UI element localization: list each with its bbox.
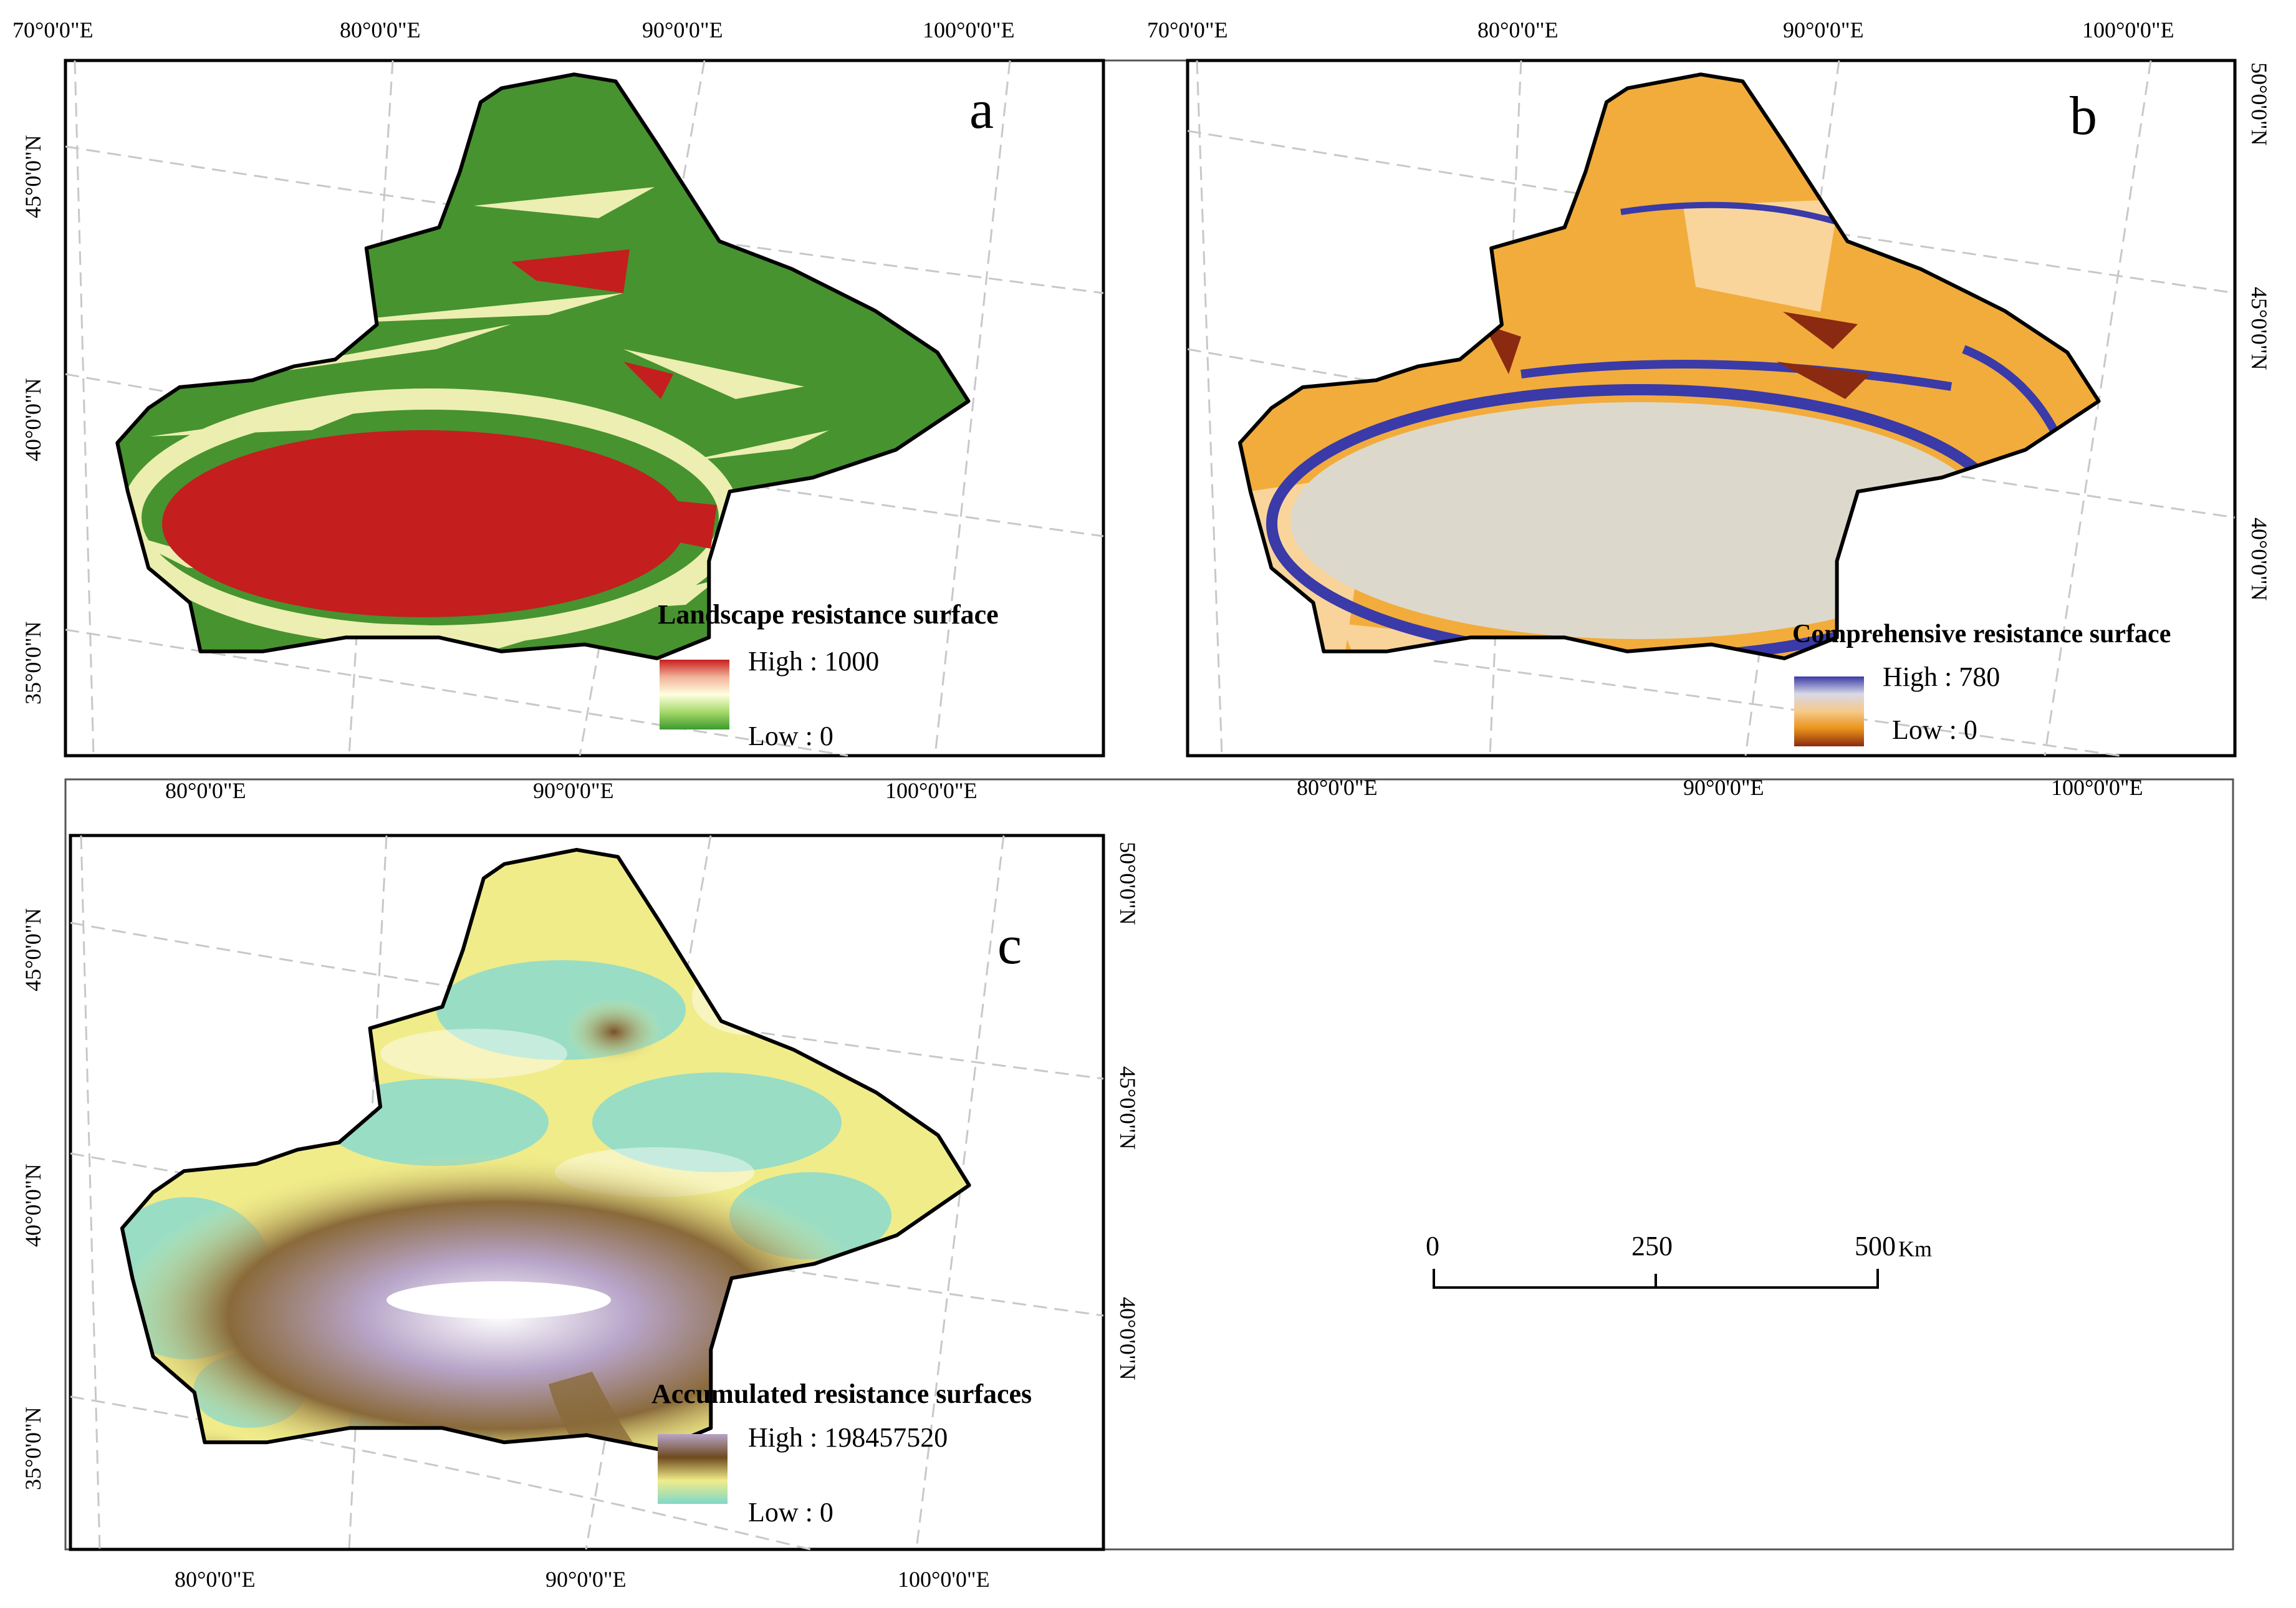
panel-a-top-label: 80°0'0"E [340, 17, 421, 42]
panel-c-legend: Accumulated resistance surfaces High : 1… [651, 1379, 1032, 1528]
panel-b-bottom-labels: 80°0'0"E 90°0'0"E 100°0'0"E [1297, 775, 2143, 800]
panel-b-right-label: 40°0'0"N [2247, 518, 2272, 601]
panel-c-left-label: 45°0'0"N [21, 908, 46, 991]
panel-b-right-label: 50°0'0"N [2247, 62, 2272, 146]
panel-a-bottom-label: 100°0'0"E [885, 778, 977, 803]
panel-b-top-label: 80°0'0"E [1477, 17, 1559, 42]
panel-b-bottom-label: 80°0'0"E [1297, 775, 1378, 800]
panel-c-legend-swatch [658, 1434, 728, 1504]
panel-b-right-label: 45°0'0"N [2247, 287, 2272, 370]
panel-a-left-labels: 45°0'0"N 40°0'0"N 35°0'0"N [21, 135, 46, 705]
scale-bar-unit: Km [1898, 1236, 1932, 1261]
scale-bar-label: 250 [1631, 1231, 1673, 1261]
panel-a-boundary [115, 72, 971, 660]
panel-b-top-label: 100°0'0"E [2082, 17, 2174, 42]
panel-b-legend: Comprehensive resistance surface High : … [1792, 620, 2171, 746]
panel-a: a Landscape resistance surface High : 10… [12, 17, 1105, 803]
panel-b-bottom-label: 90°0'0"E [1683, 775, 1764, 800]
panel-b-legend-low: Low : 0 [1892, 715, 1977, 745]
panel-a-left-label: 35°0'0"N [21, 621, 46, 705]
panel-a-bottom-label: 90°0'0"E [533, 778, 614, 803]
panel-c-legend-title: Accumulated resistance surfaces [651, 1379, 1032, 1409]
panel-a-bottom-labels: 80°0'0"E 90°0'0"E 100°0'0"E [165, 778, 977, 803]
panel-c-left-labels: 45°0'0"N 40°0'0"N 35°0'0"N [21, 908, 46, 1490]
panel-a-legend-title: Landscape resistance surface [658, 599, 999, 630]
figure-border [64, 778, 2234, 1551]
scale-bar-label: 500 [1855, 1231, 1896, 1261]
panel-b-bottom-label: 100°0'0"E [2051, 775, 2143, 800]
panel-a-legend-low: Low : 0 [748, 721, 833, 751]
panel-b: b Comprehensive resistance surface High … [1147, 17, 2272, 800]
panel-b-top-labels: 70°0'0"E 80°0'0"E 90°0'0"E 100°0'0"E [1147, 17, 2174, 42]
scale-bar-label: 0 [1426, 1231, 1439, 1261]
panel-c-right-label: 50°0'0"N [1115, 842, 1140, 925]
panel-a-taklamakan-high [162, 430, 686, 617]
panel-b-right-labels: 50°0'0"N 45°0'0"N 40°0'0"N [2247, 62, 2272, 601]
panel-a-left-label: 40°0'0"N [21, 378, 46, 461]
panel-c-right-label: 45°0'0"N [1115, 1066, 1140, 1150]
panel-a-bottom-label: 80°0'0"E [165, 778, 246, 803]
panel-c-bottom-labels: 80°0'0"E 90°0'0"E 100°0'0"E [175, 1567, 990, 1592]
panel-a-top-labels: 70°0'0"E 80°0'0"E 90°0'0"E 100°0'0"E [12, 17, 1015, 42]
panel-c-legend-high: High : 198457520 [748, 1422, 948, 1453]
panel-a-top-label: 100°0'0"E [923, 17, 1015, 42]
panel-c-boundary [120, 847, 971, 1452]
panel-b-letter: b [2070, 86, 2097, 147]
panel-b-top-label: 70°0'0"E [1147, 17, 1228, 42]
panel-c-right-label: 40°0'0"N [1115, 1297, 1140, 1380]
panel-c-legend-low: Low : 0 [748, 1497, 833, 1528]
panel-c-letter: c [997, 915, 1022, 976]
panel-a-top-label: 70°0'0"E [12, 17, 94, 42]
panel-c-left-label: 40°0'0"N [21, 1163, 46, 1247]
panel-b-legend-high: High : 780 [1883, 662, 2000, 692]
panel-b-basin [1290, 402, 1989, 639]
panel-a-legend-high: High : 1000 [748, 646, 879, 676]
panel-c-bottom-label: 100°0'0"E [898, 1567, 990, 1592]
panel-a-legend-swatch [660, 660, 729, 729]
panel-b-top-label: 90°0'0"E [1783, 17, 1864, 42]
panel-c-bottom-label: 90°0'0"E [545, 1567, 627, 1592]
panel-b-legend-title: Comprehensive resistance surface [1792, 620, 2171, 648]
panel-a-top-label: 90°0'0"E [642, 17, 723, 42]
panel-a-left-label: 45°0'0"N [21, 135, 46, 218]
panel-b-legend-swatch [1794, 676, 1864, 746]
scale-bar: 0 250 500 Km [1426, 1231, 1932, 1289]
panel-c: c Accumulated resistance surfaces High :… [21, 834, 1140, 1592]
panel-c-left-label: 35°0'0"N [21, 1407, 46, 1490]
panel-c-bottom-label: 80°0'0"E [175, 1567, 256, 1592]
panel-a-legend: Landscape resistance surface High : 1000… [658, 599, 999, 751]
panel-a-letter: a [969, 80, 994, 140]
panel-c-right-labels: 50°0'0"N 45°0'0"N 40°0'0"N [1115, 842, 1140, 1380]
panel-b-boundary [1238, 72, 2101, 660]
